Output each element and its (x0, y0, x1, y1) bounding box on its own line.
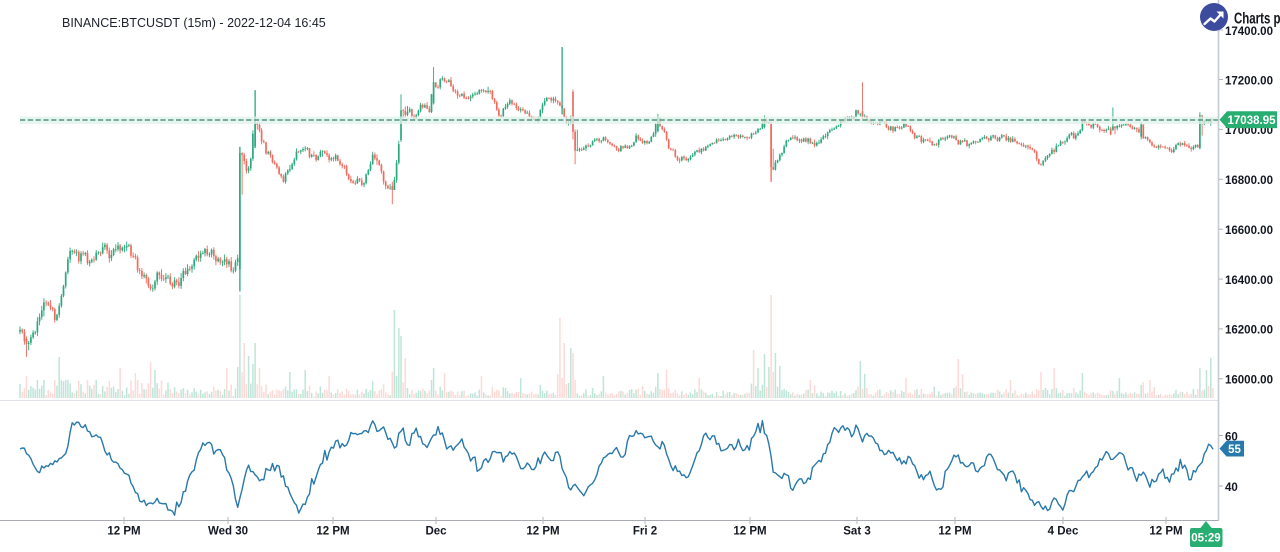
svg-text:17000.00: 17000.00 (1225, 125, 1273, 137)
svg-text:60: 60 (1225, 431, 1238, 443)
svg-text:12 PM: 12 PM (938, 526, 971, 538)
svg-text:16800.00: 16800.00 (1225, 175, 1273, 187)
svg-text:16400.00: 16400.00 (1225, 275, 1273, 287)
svg-text:12 PM: 12 PM (107, 526, 140, 538)
svg-text:40: 40 (1225, 482, 1238, 494)
svg-text:Fri 2: Fri 2 (633, 526, 657, 538)
svg-text:16200.00: 16200.00 (1225, 325, 1273, 337)
svg-text:Dec: Dec (425, 526, 447, 538)
svg-text:Charts pro: Charts pro (1234, 11, 1280, 28)
svg-text:4 Dec: 4 Dec (1048, 526, 1079, 538)
svg-text:17038.95: 17038.95 (1228, 115, 1277, 127)
svg-text:BINANCE:BTCUSDT (15m) - 2022-1: BINANCE:BTCUSDT (15m) - 2022-12-04 16:45 (62, 16, 326, 30)
svg-text:16000.00: 16000.00 (1225, 375, 1273, 387)
svg-text:16600.00: 16600.00 (1225, 225, 1273, 237)
svg-text:Wed 30: Wed 30 (208, 526, 248, 538)
svg-text:12 PM: 12 PM (316, 526, 349, 538)
svg-text:12 PM: 12 PM (1149, 526, 1182, 538)
svg-text:05:29: 05:29 (1191, 533, 1220, 545)
svg-text:Sat 3: Sat 3 (843, 526, 871, 538)
svg-text:55: 55 (1228, 444, 1241, 456)
svg-text:12 PM: 12 PM (526, 526, 559, 538)
svg-text:17400.00: 17400.00 (1225, 26, 1273, 38)
svg-text:12 PM: 12 PM (733, 526, 766, 538)
svg-text:17200.00: 17200.00 (1225, 75, 1273, 87)
